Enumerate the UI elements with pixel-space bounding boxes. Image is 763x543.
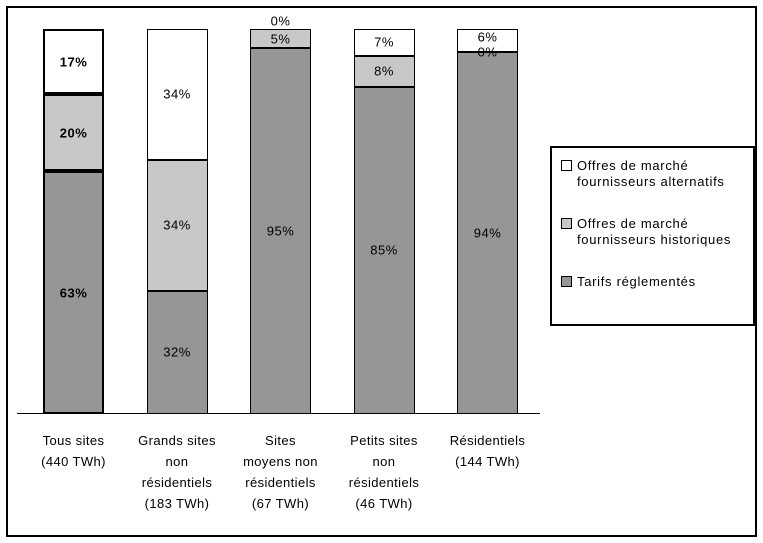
bar-segment <box>457 52 518 414</box>
category-label-line: Résidentiels <box>449 433 526 448</box>
segment-value-label: 20% <box>59 125 88 141</box>
segment-value-label: 8% <box>374 63 394 79</box>
category-label-line: (67 TWh) <box>251 496 310 511</box>
segment-value-label: 34% <box>163 217 191 233</box>
category-label-line: non <box>372 454 396 469</box>
category-label-line: (183 TWh) <box>144 496 210 511</box>
category-label: Tous sites (440 TWh) <box>12 430 136 472</box>
bar-segment <box>43 171 104 414</box>
legend-item-offres-alternatifs: Offres de marché fournisseurs alternatif… <box>561 158 751 190</box>
bar-segment <box>353 29 415 56</box>
legend-label: Tarifs réglementés <box>577 274 696 289</box>
segment-value-label: 6% <box>477 29 498 45</box>
category-label-line: résidentiels <box>348 475 420 490</box>
legend-label: Offres de marché fournisseurs historique… <box>577 216 732 247</box>
legend-label: Offres de marché fournisseurs alternatif… <box>577 158 725 189</box>
segment-value-label: 17% <box>59 54 88 70</box>
legend-item-tarifs-reglementes: Tarifs réglementés <box>561 274 751 290</box>
category-label: Résidentiels (144 TWh) <box>426 430 550 472</box>
category-label-line: Grands sites <box>138 433 216 448</box>
figure-frame <box>6 6 757 537</box>
bar-segment <box>353 86 415 414</box>
segment-value-label: 63% <box>59 285 88 301</box>
bar-segment <box>353 55 415 87</box>
category-label: Sites moyens non résidentiels (67 TWh) <box>219 430 343 514</box>
segment-value-label: 94% <box>473 225 502 241</box>
bar-segment <box>457 29 518 53</box>
bar-segment <box>146 159 208 291</box>
segment-value-label: 95% <box>266 223 295 239</box>
segment-value-label: 85% <box>370 242 398 258</box>
category-label-line: moyens non <box>243 454 318 469</box>
legend-swatch <box>561 160 572 171</box>
segment-value-label: 7% <box>374 34 394 50</box>
bar-segment <box>250 29 311 49</box>
legend-swatch <box>561 276 572 287</box>
category-label-line: non <box>165 454 189 469</box>
category-label-line: Sites <box>265 433 296 448</box>
legend-item-offres-historiques: Offres de marché fournisseurs historique… <box>561 216 751 248</box>
category-label-line: Tous sites <box>42 433 105 448</box>
category-label-line: Petits sites <box>350 433 418 448</box>
bar-segment <box>43 29 104 95</box>
segment-value-label: 5% <box>270 31 291 47</box>
bar-segment <box>43 94 104 172</box>
category-label: Petits sites non résidentiels (46 TWh) <box>322 430 446 514</box>
segment-value-label: 34% <box>163 86 191 102</box>
category-label-line: (46 TWh) <box>355 496 413 511</box>
bar-segment <box>146 290 208 414</box>
legend-swatch <box>561 218 572 229</box>
category-label-line: résidentiels <box>245 475 316 490</box>
segment-value-label: 0% <box>270 13 291 29</box>
category-label-line: (144 TWh) <box>455 454 520 469</box>
x-axis-line <box>17 413 540 414</box>
category-label: Grands sites non résidentiels (183 TWh) <box>115 430 239 514</box>
bar-segment <box>146 29 208 160</box>
segment-value-label: 32% <box>163 344 191 360</box>
chart-legend: Offres de marché fournisseurs alternatif… <box>550 146 755 326</box>
category-label-line: (440 TWh) <box>41 454 106 469</box>
bar-segment <box>250 48 311 414</box>
segment-value-label: 0% <box>477 44 498 60</box>
category-label-line: résidentiels <box>141 475 213 490</box>
